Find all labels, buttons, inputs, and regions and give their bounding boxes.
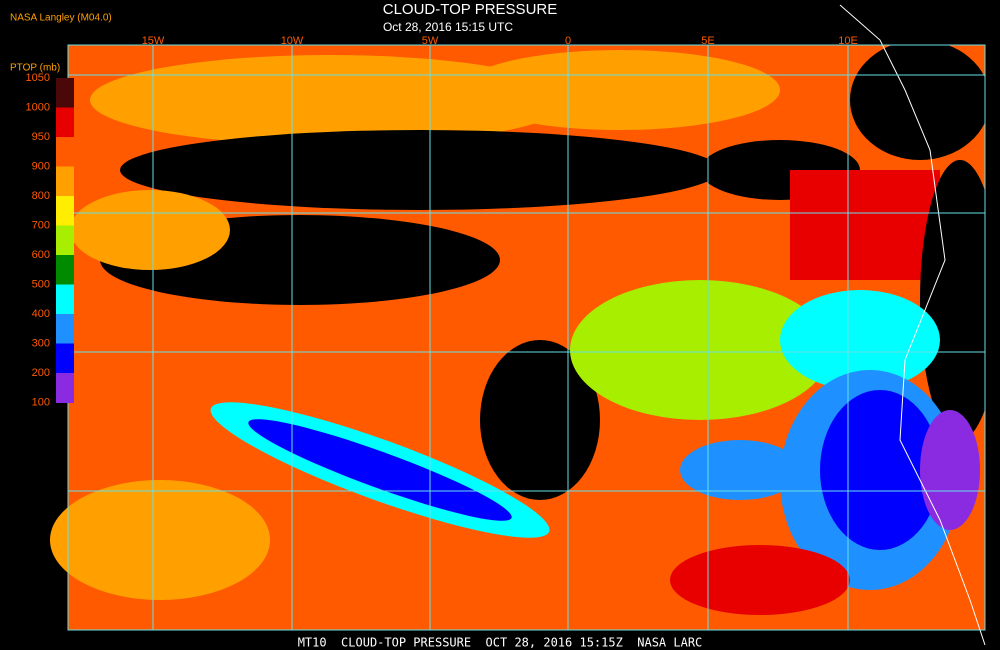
cloud-patch [70, 190, 230, 270]
legend-swatch [56, 196, 74, 226]
cloud-patch [460, 50, 780, 130]
legend-tick-label: 1050 [26, 72, 50, 84]
clear-sky [480, 340, 600, 500]
cloud-patch [780, 290, 940, 390]
cloud-patch [790, 170, 940, 280]
clear-sky [120, 130, 720, 210]
longitude-label: 10E [838, 35, 858, 47]
cloud-patch [90, 55, 570, 145]
graticule [67, 44, 986, 631]
legend-tick-label: 400 [32, 308, 50, 320]
legend-swatch [56, 78, 74, 108]
clear-sky [850, 40, 990, 160]
legend-tick-label: 950 [32, 131, 50, 143]
cloud-patch [570, 280, 830, 420]
legend-tick-label: 200 [32, 367, 50, 379]
cloud-imagery [50, 4, 1000, 646]
cloud-patch [820, 390, 940, 550]
longitude-label: 5W [422, 35, 439, 47]
longitude-label: 15W [142, 35, 165, 47]
legend-swatch [56, 107, 74, 138]
footer: MT10 CLOUD-TOP PRESSURE OCT 28, 2016 15:… [298, 636, 703, 650]
legend-tick-label: 1000 [26, 101, 50, 113]
cloud-patch [248, 419, 512, 521]
legend-tick-label: 700 [32, 219, 50, 231]
legend-swatch [56, 166, 74, 197]
legend-title: PTOP (mb) [10, 63, 60, 74]
longitude-label: 0 [565, 35, 571, 47]
legend-swatch [56, 284, 74, 315]
legend-swatch [56, 137, 74, 167]
legend-tick-label: 600 [32, 249, 50, 261]
legend-tick-label: 800 [32, 190, 50, 202]
legend-swatch [56, 373, 74, 403]
cloud-patch [50, 480, 270, 600]
legend-tick-label: 300 [32, 337, 50, 349]
legend-swatch [56, 255, 74, 285]
legend-swatch [56, 225, 74, 256]
legend-tick-label: 900 [32, 160, 50, 172]
longitude-label: 5E [701, 35, 714, 47]
legend-tick-label: 500 [32, 278, 50, 290]
subtitle: Oct 28, 2016 15:15 UTC [383, 20, 513, 34]
legend-tick-label: 100 [32, 396, 50, 408]
cloud-patch [920, 410, 980, 530]
legend-swatch [56, 314, 74, 344]
longitude-label: 10W [281, 35, 304, 47]
title: CLOUD-TOP PRESSURE [383, 1, 558, 18]
coastline [839, 4, 986, 646]
cloud-patch [670, 545, 850, 615]
source-label: NASA Langley (M04.0) [10, 13, 112, 24]
legend-swatch [56, 343, 74, 374]
clear-sky [920, 160, 1000, 440]
cloud-patch [680, 440, 800, 500]
